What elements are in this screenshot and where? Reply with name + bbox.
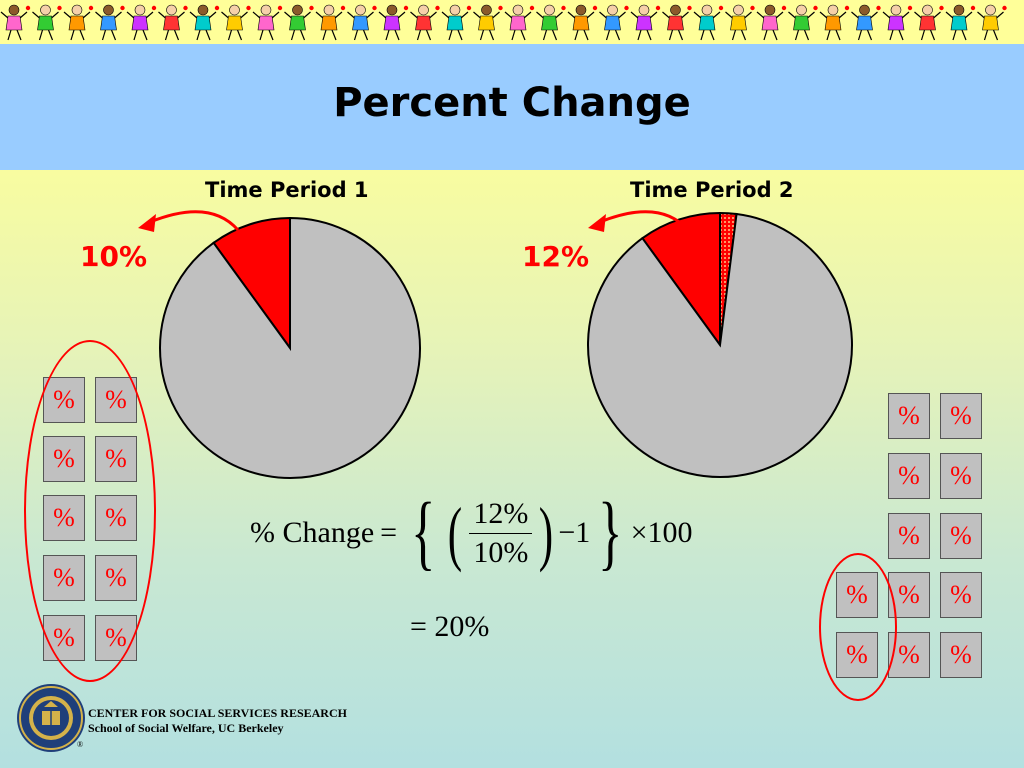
footer-registered-mark: ® [77, 740, 84, 749]
dancing-child-icon [882, 4, 913, 41]
pie-1-title: Time Period 1 [205, 178, 369, 202]
dancing-child-icon [536, 4, 566, 41]
right-brace-icon: } [598, 486, 623, 579]
dancing-child-icon [788, 4, 818, 41]
formula-result: = 20% [410, 610, 490, 643]
arrow-icon [138, 210, 240, 232]
pie-slice-highlight [212, 216, 291, 352]
formula-fraction: 12% 10% [469, 497, 533, 570]
pie-slice-highlight [641, 212, 721, 349]
dancing-child-icon [441, 4, 472, 41]
dancing-child-icon [756, 4, 787, 41]
dancing-child-icon [504, 4, 535, 41]
dancing-child-icon [599, 4, 629, 41]
pie-2-title: Time Period 2 [630, 178, 794, 202]
percent-box: % [940, 393, 982, 439]
dancing-child-icon [63, 4, 94, 41]
dancing-child-icon [410, 4, 440, 41]
percent-box: % [940, 513, 982, 559]
formula-lhs: % Change [250, 516, 375, 549]
percent-box: % [888, 393, 930, 439]
dancing-children-banner [0, 0, 1024, 44]
percent-box: % [888, 453, 930, 499]
formula-minus-one: −1 [558, 516, 591, 549]
percent-box: % [940, 572, 982, 618]
dancing-child-icon [126, 4, 157, 41]
footer-school-name: School of Social Welfare, UC Berkeley [88, 721, 284, 735]
dancing-child-icon [662, 4, 692, 41]
left-brace-icon: { [411, 486, 436, 579]
left-highlight-ellipse [24, 340, 156, 682]
formula-denominator: 10% [473, 535, 529, 569]
pie-chart-time-period-2 [587, 212, 853, 478]
dancing-child-icon [945, 4, 976, 41]
page-title: Percent Change [333, 80, 691, 126]
arrow-icon [588, 210, 690, 232]
dancing-child-icon [221, 4, 251, 41]
formula-times: ×100 [630, 516, 693, 549]
formula-equals: = [380, 516, 398, 549]
dancing-child-icon [819, 4, 850, 41]
dancing-child-icon [158, 4, 188, 41]
dancing-child-icon [378, 4, 409, 41]
left-paren-icon: ( [448, 493, 463, 573]
formula-numerator: 12% [469, 497, 533, 534]
dancing-child-icon [347, 4, 377, 41]
dancing-child-icon [95, 4, 125, 41]
pie-1-percent-label: 10% [80, 240, 148, 273]
dancing-child-icon [473, 4, 503, 41]
dancing-child-icon [0, 4, 31, 41]
dancing-child-icon [725, 4, 755, 41]
pie-2-percent-label: 12% [522, 240, 590, 273]
footer-org-name: CENTER FOR SOCIAL SERVICES RESEARCH [88, 706, 347, 720]
right-highlight-ellipse [819, 553, 897, 701]
percent-box: % [940, 453, 982, 499]
pie-slice-remainder [159, 216, 421, 479]
dancing-child-icon [977, 4, 1007, 41]
dancing-child-icon [693, 4, 724, 41]
dancing-children-icon [0, 4, 1007, 41]
right-paren-icon: ) [539, 493, 554, 573]
percent-box: % [888, 513, 930, 559]
pie-slice-remainder [587, 212, 853, 478]
dancing-child-icon [567, 4, 598, 41]
uc-seal-icon [17, 684, 85, 752]
header-band [0, 44, 1024, 170]
dancing-child-icon [252, 4, 283, 41]
dancing-child-icon [914, 4, 944, 41]
dancing-child-icon [189, 4, 220, 41]
dancing-child-icon [851, 4, 881, 41]
dancing-child-icon [315, 4, 346, 41]
percent-box: % [888, 572, 930, 618]
dancing-child-icon [32, 4, 62, 41]
dancing-child-icon [630, 4, 661, 41]
pie-chart-time-period-1 [159, 216, 421, 479]
percent-box: % [940, 632, 982, 678]
percent-change-formula: % Change = { ( 12% 10% ) −1 } ×100 [250, 488, 693, 578]
dancing-child-icon [284, 4, 314, 41]
